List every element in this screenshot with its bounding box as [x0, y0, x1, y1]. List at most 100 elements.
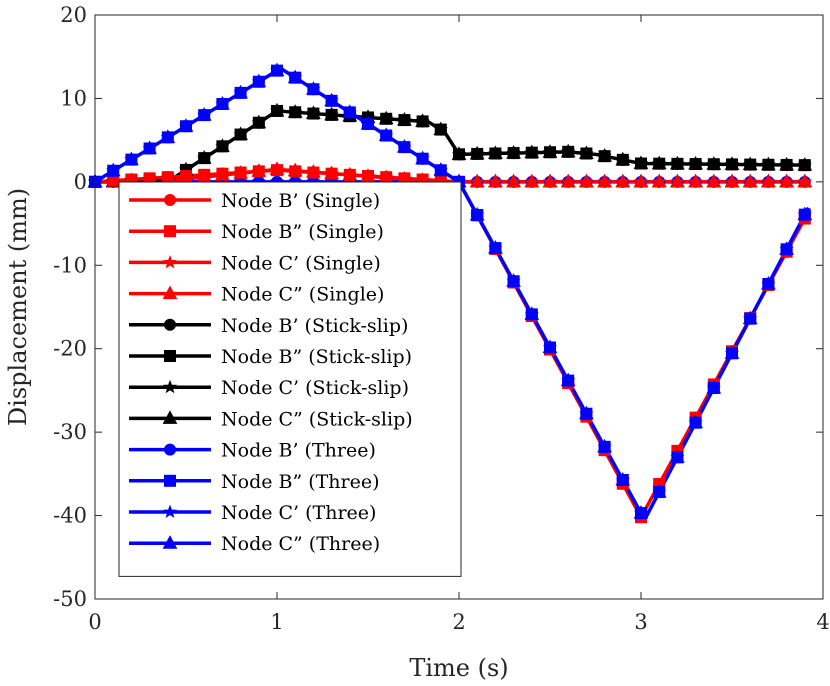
data-point-marker	[215, 138, 230, 152]
legend-marker	[162, 410, 178, 424]
data-point-marker	[488, 173, 503, 188]
data-point-marker	[233, 84, 248, 99]
data-point-marker	[307, 166, 320, 179]
legend-marker	[164, 225, 176, 238]
data-point-marker	[633, 155, 649, 170]
data-point-marker	[506, 173, 521, 188]
data-point-marker	[797, 206, 813, 221]
data-point-marker	[124, 151, 139, 166]
data-point-marker	[269, 62, 285, 77]
data-point-marker	[542, 173, 558, 188]
data-point-marker	[651, 173, 667, 188]
data-point-marker	[706, 156, 722, 170]
legend-entry: Node B’ (Three)	[129, 440, 376, 462]
legend-marker	[164, 194, 176, 206]
data-point-marker	[797, 157, 813, 171]
legend-entry: Node C’ (Single)	[129, 252, 381, 274]
data-point-marker	[216, 167, 229, 180]
data-point-marker	[779, 241, 794, 255]
data-point-marker	[506, 273, 521, 287]
data-point-marker	[433, 121, 449, 136]
data-point-marker	[269, 102, 285, 117]
data-point-marker	[469, 173, 485, 188]
data-point-marker	[306, 105, 321, 120]
data-point-marker	[724, 345, 740, 359]
data-point-marker	[797, 173, 813, 188]
y-axis-label: Displacement (mm)	[4, 188, 32, 426]
legend-label: Node B’ (Stick-slip)	[221, 315, 408, 337]
data-point-marker	[633, 173, 649, 188]
data-point-marker	[724, 156, 740, 170]
data-point-marker	[142, 140, 157, 154]
marker-group-three-main	[87, 62, 813, 520]
data-point-marker	[542, 339, 558, 353]
data-point-marker	[651, 155, 667, 170]
tick-labels: 0 1 2 3 4 20 10 0 -10 -20 -30 -40 -50	[53, 3, 830, 634]
x-tick-label: 1	[270, 610, 283, 634]
legend-marker	[164, 350, 176, 362]
data-point-marker	[724, 173, 740, 188]
data-point-marker	[451, 146, 467, 160]
data-point-marker	[180, 170, 192, 183]
data-point-marker	[688, 155, 703, 170]
legend-entry: Node C” (Stick-slip)	[129, 408, 413, 430]
y-tick-label: 20	[60, 3, 87, 27]
x-tick-label: 3	[634, 610, 647, 634]
y-tick-label: -10	[53, 253, 87, 277]
data-point-marker	[251, 73, 267, 88]
legend-marker	[162, 379, 178, 394]
data-point-marker	[779, 156, 794, 171]
y-tick-label: 0	[74, 170, 87, 194]
legend-marker	[162, 535, 178, 549]
data-point-marker	[560, 143, 576, 158]
legend-label: Node C’ (Single)	[221, 252, 381, 274]
data-point-marker	[196, 107, 212, 121]
legend-entry: Node C’ (Stick-slip)	[129, 377, 409, 399]
legend-label: Node C” (Three)	[221, 533, 380, 555]
data-point-marker	[198, 168, 211, 181]
data-point-marker	[633, 505, 649, 519]
data-point-marker	[488, 145, 503, 159]
legend-entry: Node B” (Three)	[129, 471, 380, 493]
data-point-marker	[325, 167, 338, 180]
data-point-marker	[233, 126, 248, 141]
data-point-marker	[761, 156, 776, 171]
legend-label: Node C” (Single)	[221, 284, 384, 306]
x-tick-label: 2	[452, 610, 465, 634]
data-point-marker	[524, 173, 540, 188]
data-point-marker	[742, 156, 758, 171]
data-point-marker	[469, 145, 485, 160]
data-point-marker	[342, 104, 358, 118]
data-point-marker	[524, 306, 540, 320]
legend-label: Node B” (Three)	[221, 471, 380, 493]
legend-entry: Node B” (Single)	[129, 221, 384, 243]
y-tick-label: 10	[60, 86, 87, 110]
data-point-marker	[560, 173, 576, 188]
legend-label: Node B’ (Single)	[221, 190, 380, 212]
data-point-marker	[597, 148, 612, 162]
data-point-marker	[360, 115, 376, 130]
data-point-marker	[542, 144, 558, 158]
data-point-marker	[651, 483, 667, 498]
legend-entry: Node B’ (Single)	[129, 190, 380, 212]
data-point-marker	[324, 106, 339, 121]
legend: Node B’ (Single) Node B” (Single) Node C’ …	[118, 181, 462, 577]
x-axis-label: Time (s)	[409, 654, 508, 682]
data-point-marker	[670, 155, 685, 170]
data-point-marker	[579, 405, 594, 420]
y-tick-label: -30	[53, 420, 87, 444]
y-tick-label: -20	[53, 337, 87, 361]
legend-entry: Node B” (Stick-slip)	[129, 346, 412, 368]
data-point-marker	[324, 92, 339, 107]
data-point-marker	[415, 150, 430, 165]
data-point-marker	[415, 113, 430, 127]
x-tick-label: 4	[816, 610, 829, 634]
data-point-marker	[234, 166, 247, 179]
data-point-marker	[215, 95, 230, 110]
data-point-marker	[380, 171, 393, 184]
data-point-marker	[306, 81, 321, 95]
legend-entry: Node B’ (Stick-slip)	[129, 315, 408, 337]
legend-marker	[164, 474, 176, 487]
y-tick-label: -50	[53, 587, 87, 611]
